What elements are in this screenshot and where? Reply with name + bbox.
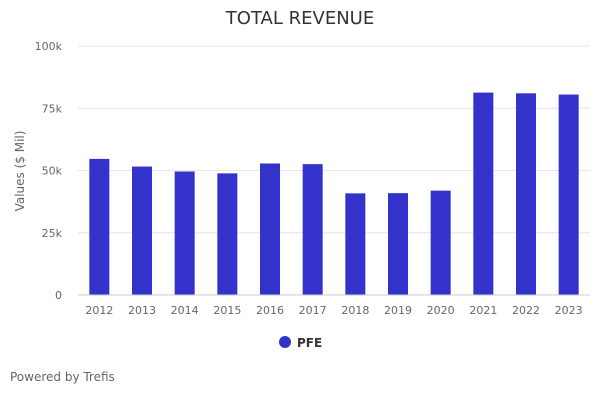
bar-2022[interactable] <box>516 93 536 295</box>
powered-by-credit[interactable]: Powered by Trefis <box>10 370 115 384</box>
x-tick-label-2020: 2020 <box>427 304 455 317</box>
bar-2023[interactable] <box>558 94 579 296</box>
y-tick-label-1: 25k <box>42 227 63 240</box>
x-tick-label-2022: 2022 <box>512 304 540 317</box>
x-tick-label-2015: 2015 <box>213 304 241 317</box>
y-axis-label: Values ($ Mil) <box>13 131 27 212</box>
bar-2017[interactable] <box>302 164 323 295</box>
bar-2015[interactable] <box>217 173 238 295</box>
y-tick-label-3: 75k <box>42 102 63 115</box>
bar-2016[interactable] <box>260 163 280 295</box>
bar-2019[interactable] <box>388 193 408 295</box>
x-tick-label-2017: 2017 <box>299 304 327 317</box>
x-tick-label-2019: 2019 <box>384 304 412 317</box>
x-tick-label-2023: 2023 <box>555 304 583 317</box>
legend[interactable]: PFE <box>279 336 322 350</box>
bar-2020[interactable] <box>430 190 451 295</box>
y-tick-label-4: 100k <box>35 40 63 53</box>
bar-2018[interactable] <box>345 193 366 295</box>
grid-lines <box>78 45 590 234</box>
y-tick-label-2: 50k <box>42 165 63 178</box>
x-tick-label-2016: 2016 <box>256 304 284 317</box>
x-tick-label-2021: 2021 <box>469 304 497 317</box>
x-tick-label-2014: 2014 <box>171 304 199 317</box>
bar-2012[interactable] <box>89 158 110 295</box>
legend-label-pfe[interactable]: PFE <box>297 336 322 350</box>
bars <box>89 92 579 296</box>
x-tick-label-2018: 2018 <box>341 304 369 317</box>
bar-2014[interactable] <box>174 171 195 295</box>
bar-2013[interactable] <box>132 166 152 295</box>
legend-marker-pfe[interactable] <box>279 336 291 348</box>
x-axis-ticks: 2012 2013 2014 2015 2016 2017 2018 2019 2020 2021… <box>85 304 582 317</box>
x-tick-label-2013: 2013 <box>128 304 156 317</box>
chart-title: TOTAL REVENUE <box>225 8 374 29</box>
y-tick-label-0: 0 <box>55 289 62 302</box>
y-axis-ticks: 0 25k 50k 75k 100k <box>35 40 63 302</box>
x-tick-label-2012: 2012 <box>85 304 113 317</box>
bar-2021[interactable] <box>473 92 494 295</box>
